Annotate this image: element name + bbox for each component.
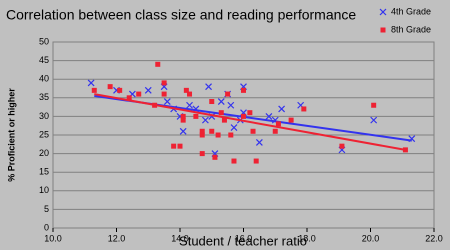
point — [247, 110, 253, 116]
point — [209, 99, 215, 105]
y-tick-label: 50 — [39, 36, 49, 46]
x-tick-label: 12.0 — [108, 233, 126, 243]
point — [218, 110, 224, 116]
legend-marker — [379, 8, 387, 16]
point — [221, 117, 227, 123]
point — [215, 132, 221, 138]
point — [155, 61, 161, 67]
point — [205, 83, 212, 91]
point — [370, 116, 378, 124]
point — [187, 91, 193, 97]
x-tick-label: 16.0 — [235, 233, 253, 243]
point — [250, 128, 256, 134]
x-axis-label: Student / teacher ratio — [179, 233, 307, 248]
point — [217, 98, 225, 105]
point — [212, 154, 218, 160]
point — [199, 151, 205, 157]
legend-label: 8th Grade — [391, 24, 431, 34]
point — [126, 95, 132, 101]
point — [209, 128, 215, 134]
point — [231, 158, 237, 164]
y-tick-label: 10 — [39, 185, 49, 195]
point — [186, 101, 193, 109]
point — [180, 117, 186, 123]
point — [117, 87, 123, 93]
point — [183, 87, 189, 93]
legend-marker — [380, 27, 386, 33]
trend-line — [94, 93, 406, 151]
point — [253, 158, 259, 164]
point — [230, 124, 238, 131]
point — [199, 132, 205, 138]
point — [241, 87, 246, 93]
point — [161, 80, 167, 86]
y-tick-label: 35 — [39, 92, 49, 102]
y-tick-label: 0 — [44, 222, 49, 232]
point — [87, 79, 95, 87]
point — [371, 102, 377, 108]
point — [193, 113, 199, 119]
legend-label: 4th Grade — [391, 6, 431, 16]
point — [225, 91, 231, 97]
point — [227, 101, 235, 109]
x-tick-label: 14.0 — [171, 233, 189, 243]
point — [163, 98, 171, 105]
y-tick-label: 45 — [39, 55, 49, 65]
y-tick-label: 15 — [39, 167, 49, 177]
point — [136, 91, 142, 97]
x-tick-label: 18.0 — [298, 233, 316, 243]
y-tick-label: 30 — [39, 111, 49, 121]
point — [339, 143, 345, 149]
x-tick-label: 20.0 — [362, 233, 380, 243]
x-tick-label: 10.0 — [44, 233, 62, 243]
point — [171, 143, 177, 149]
y-tick-label: 5 — [44, 204, 49, 214]
point — [272, 128, 278, 134]
point — [275, 121, 281, 127]
point — [161, 91, 167, 97]
y-axis-label: % Proficient or higher — [6, 88, 16, 182]
point — [255, 139, 263, 146]
y-tick-label: 20 — [39, 148, 49, 158]
point — [180, 113, 186, 119]
point — [201, 116, 209, 124]
point — [288, 117, 294, 123]
point — [91, 87, 97, 93]
point — [144, 86, 152, 94]
point — [278, 105, 286, 113]
point — [228, 132, 234, 138]
y-tick-label: 40 — [39, 74, 49, 84]
point — [177, 143, 183, 149]
chart-title: Correlation between class size and readi… — [6, 7, 356, 23]
x-tick-label: 22.0 — [425, 233, 443, 243]
point — [301, 106, 307, 112]
point — [199, 128, 205, 134]
point — [241, 113, 246, 119]
point — [179, 127, 187, 135]
point — [265, 112, 273, 120]
y-tick-label: 25 — [39, 129, 49, 139]
point — [107, 84, 113, 90]
